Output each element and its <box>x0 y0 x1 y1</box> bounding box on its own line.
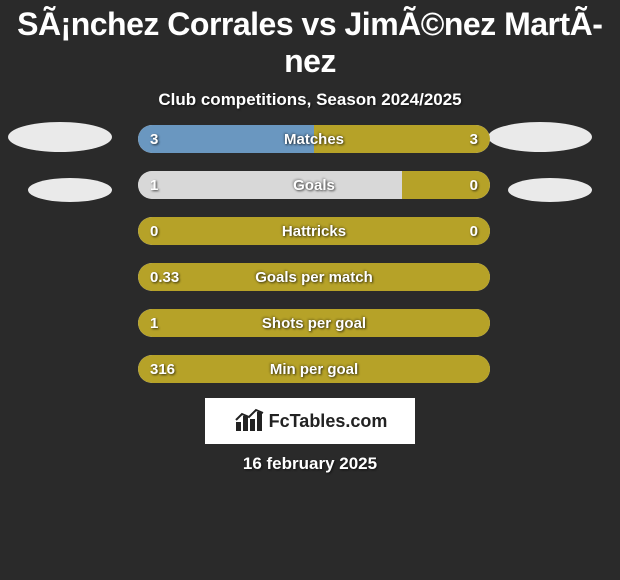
right-team-logo-bottom <box>508 178 592 202</box>
stat-bar-left <box>138 309 490 337</box>
right-team-logo-top <box>488 122 592 152</box>
stat-row: 0.33Goals per match <box>138 263 490 291</box>
stat-bar-right <box>314 125 490 153</box>
stat-row: 1Shots per goal <box>138 309 490 337</box>
branding-text: FcTables.com <box>269 411 388 432</box>
left-team-logo-bottom <box>28 178 112 202</box>
branding-chart-icon <box>233 408 265 434</box>
stat-bar-left <box>138 217 490 245</box>
stat-bar-left <box>138 263 490 291</box>
left-team-logo-top <box>8 122 112 152</box>
stat-bar-left <box>138 125 314 153</box>
stats-area: 33Matches 10Goals 00Hattricks 0.33Goals per… <box>138 125 490 401</box>
stat-row: 00Hattricks <box>138 217 490 245</box>
subtitle: Club competitions, Season 2024/2025 <box>0 90 620 110</box>
stat-row: 10Goals <box>138 171 490 199</box>
stat-row: 33Matches <box>138 125 490 153</box>
stat-bar-left <box>138 355 490 383</box>
infographic-root: SÃ¡nchez Corrales vs JimÃ©nez MartÃ­nez … <box>0 0 620 580</box>
stat-bar-right <box>402 171 490 199</box>
stat-bar-left <box>138 171 402 199</box>
page-title: SÃ¡nchez Corrales vs JimÃ©nez MartÃ­nez <box>0 0 620 80</box>
stat-row: 316Min per goal <box>138 355 490 383</box>
date-line: 16 february 2025 <box>0 454 620 474</box>
branding-badge: FcTables.com <box>205 398 415 444</box>
